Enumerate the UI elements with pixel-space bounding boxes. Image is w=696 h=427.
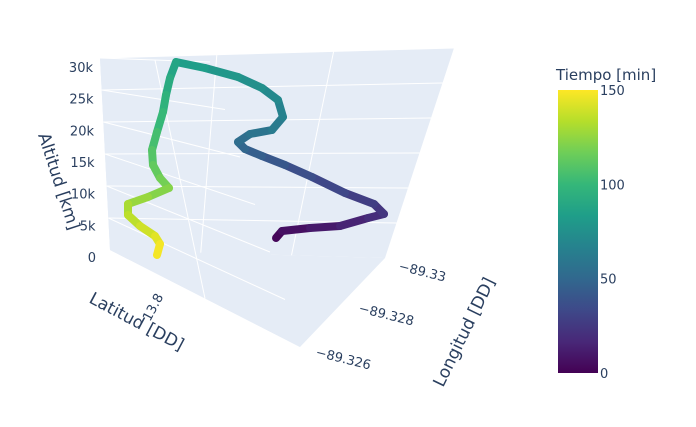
- colorbar: Tiempo [min] 0 50 100 150: [555, 66, 656, 382]
- gridline-x: [200, 54, 218, 253]
- z-tick-label: 15k: [70, 156, 95, 171]
- trajectory-segment: [172, 58, 209, 72]
- colorbar-title: Tiempo [min]: [555, 66, 656, 84]
- trajectory-segment: [306, 222, 344, 232]
- colorbar-ticks: 0 50 100 150: [600, 84, 625, 382]
- z-tick-label: 20k: [70, 124, 95, 139]
- z-tick-label: 25k: [69, 93, 94, 108]
- x-axis-title: Longitud [DD]: [430, 275, 500, 391]
- trajectory-segment: [201, 64, 242, 81]
- trajectory-segment: [278, 224, 314, 235]
- colorbar-tick-label: 100: [600, 178, 625, 193]
- z-tick-label: 30k: [69, 61, 94, 76]
- x-tick-label: −89.328: [357, 301, 415, 329]
- trajectory-line[interactable]: [124, 58, 388, 259]
- gridline-z: [99, 47, 455, 59]
- z-tick-label: 10k: [71, 188, 96, 203]
- gridline-z: [101, 82, 443, 91]
- colorbar-gradient: [558, 90, 598, 373]
- trajectory-segment: [281, 161, 316, 181]
- z-tick-label: 5k: [80, 219, 96, 234]
- x-tick-label: −89.326: [314, 345, 372, 373]
- x-tick-label: −89.33: [397, 259, 447, 285]
- z-axis-ticks: 0 5k 10k 15k 20k 25k 30k: [69, 61, 96, 266]
- y-axis-title: Latitud [DD]: [86, 289, 188, 356]
- trajectory-segment: [234, 73, 266, 92]
- z-axis-title: Altitud [km]: [33, 130, 83, 232]
- trajectory-segment: [336, 214, 372, 230]
- trajectory-segment: [308, 173, 349, 197]
- trajectory-segment: [341, 189, 378, 208]
- gridline-z: [106, 185, 409, 189]
- trajectory-segment: [258, 152, 289, 169]
- colorbar-tick-label: 50: [600, 273, 617, 288]
- trajectory-segment: [153, 240, 164, 259]
- z-tick-label: 0: [88, 251, 96, 266]
- floor-plane: [110, 250, 385, 347]
- scene[interactable]: [99, 47, 455, 347]
- colorbar-tick-label: 150: [600, 84, 625, 99]
- colorbar-tick-label: 0: [600, 367, 608, 382]
- gridline-x: [291, 51, 335, 256]
